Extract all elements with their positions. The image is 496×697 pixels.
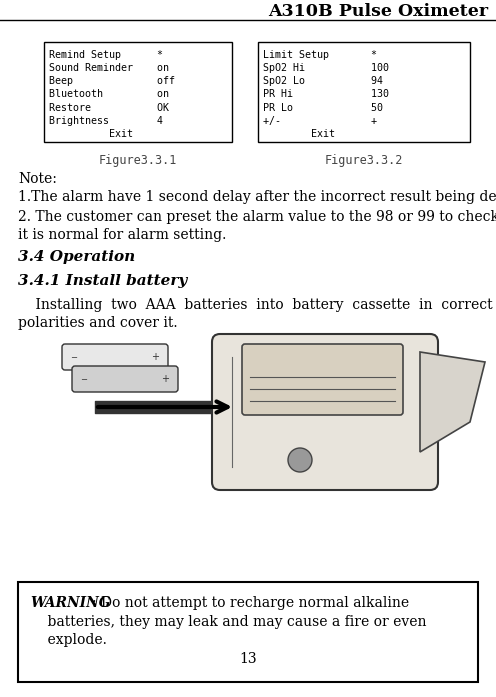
Text: it is normal for alarm setting.: it is normal for alarm setting. xyxy=(18,228,226,242)
FancyBboxPatch shape xyxy=(212,334,438,490)
Text: Note:: Note: xyxy=(18,172,57,186)
Text: Exit: Exit xyxy=(263,129,335,139)
Text: A310B Pulse Oximeter: A310B Pulse Oximeter xyxy=(268,3,488,20)
Circle shape xyxy=(288,448,312,472)
Bar xyxy=(258,42,470,142)
Text: Exit: Exit xyxy=(49,129,133,139)
Text: PR Hi             130: PR Hi 130 xyxy=(263,89,389,100)
FancyBboxPatch shape xyxy=(62,344,168,370)
Text: SpO2 Hi           100: SpO2 Hi 100 xyxy=(263,63,389,73)
FancyBboxPatch shape xyxy=(242,344,403,415)
Text: 13: 13 xyxy=(239,652,257,666)
Text: 3.4 Operation: 3.4 Operation xyxy=(18,250,135,264)
Text: ─: ─ xyxy=(71,353,76,362)
Text: explode.: explode. xyxy=(30,633,107,647)
Text: Bluetooth         on: Bluetooth on xyxy=(49,89,169,100)
Text: 2. The customer can preset the alarm value to the 98 or 99 to check whether: 2. The customer can preset the alarm val… xyxy=(18,210,496,224)
Text: Limit Setup       *: Limit Setup * xyxy=(263,50,377,60)
Text: : Do not attempt to recharge normal alkaline: : Do not attempt to recharge normal alka… xyxy=(92,596,409,610)
Bar xyxy=(44,42,232,142)
Text: ─: ─ xyxy=(81,374,86,383)
Text: Figure3.3.1: Figure3.3.1 xyxy=(99,154,177,167)
Text: batteries, they may leak and may cause a fire or even: batteries, they may leak and may cause a… xyxy=(30,615,427,629)
Text: Brightness        4: Brightness 4 xyxy=(49,116,163,125)
Text: +/-               +: +/- + xyxy=(263,116,377,125)
Text: Installing  two  AAA  batteries  into  battery  cassette  in  correct: Installing two AAA batteries into batter… xyxy=(18,298,493,312)
Text: 3.4.1 Install battery: 3.4.1 Install battery xyxy=(18,274,187,288)
Text: PR Lo             50: PR Lo 50 xyxy=(263,102,383,113)
Polygon shape xyxy=(420,352,485,452)
Text: polarities and cover it.: polarities and cover it. xyxy=(18,316,178,330)
Text: +: + xyxy=(151,352,159,362)
Bar xyxy=(18,582,478,682)
Text: SpO2 Lo           94: SpO2 Lo 94 xyxy=(263,76,383,86)
Text: Remind Setup      *: Remind Setup * xyxy=(49,50,163,60)
Text: +: + xyxy=(161,374,169,384)
Polygon shape xyxy=(217,397,235,417)
Text: WARNING: WARNING xyxy=(30,596,111,610)
Text: Sound Reminder    on: Sound Reminder on xyxy=(49,63,169,73)
FancyBboxPatch shape xyxy=(72,366,178,392)
Text: Restore           OK: Restore OK xyxy=(49,102,169,113)
Text: Figure3.3.2: Figure3.3.2 xyxy=(325,154,403,167)
Text: 1.The alarm have 1 second delay after the incorrect result being detected.: 1.The alarm have 1 second delay after th… xyxy=(18,190,496,204)
Text: Beep              off: Beep off xyxy=(49,76,175,86)
